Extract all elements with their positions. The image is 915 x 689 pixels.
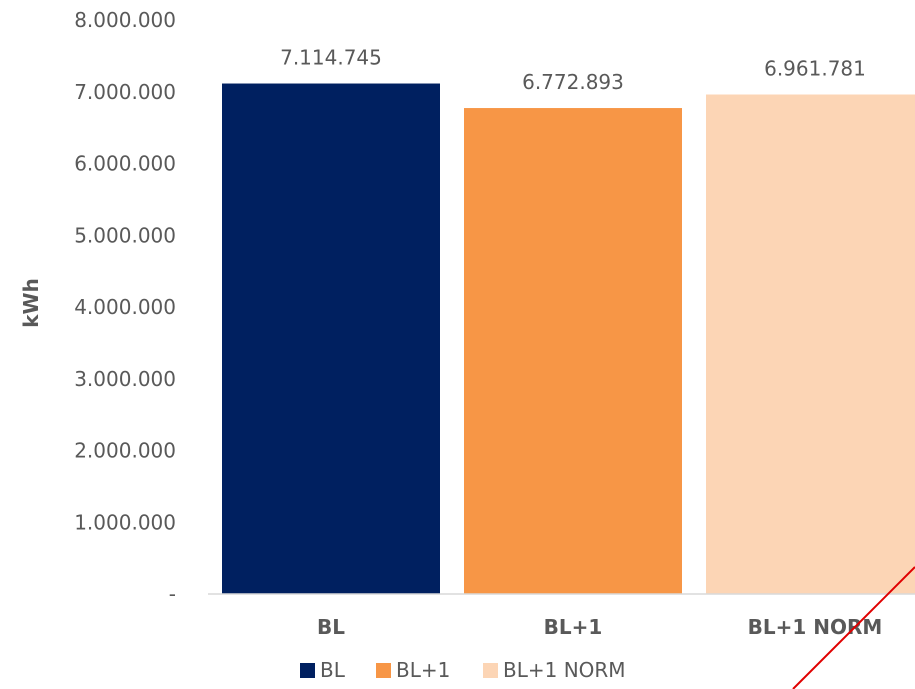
y-tick-label: 8.000.000 xyxy=(74,8,176,32)
y-axis-title: kWh xyxy=(19,278,43,328)
y-tick-label: 2.000.000 xyxy=(74,439,176,463)
y-tick-label: 1.000.000 xyxy=(74,510,176,534)
bar xyxy=(464,108,682,595)
legend-swatch xyxy=(483,663,498,678)
data-labels: 7.114.745 6.772.893 6.961.781 xyxy=(280,46,866,95)
y-tick-label: 6.000.000 xyxy=(74,152,176,176)
legend-entry: BL+1 xyxy=(396,658,450,682)
legend: BL BL+1 BL+1 NORM xyxy=(300,658,626,682)
bar-value-label: 6.772.893 xyxy=(522,70,624,94)
x-axis-categories: BL BL+1 BL+1 NORM xyxy=(317,615,882,639)
bars xyxy=(222,83,915,595)
y-tick-label: 3.000.000 xyxy=(74,367,176,391)
bar-value-label: 7.114.745 xyxy=(280,46,382,70)
red-annotation-line xyxy=(792,566,915,689)
legend-swatch xyxy=(376,663,391,678)
bar xyxy=(706,94,915,594)
y-tick-label: 4.000.000 xyxy=(74,295,176,319)
y-tick-label: 5.000.000 xyxy=(74,223,176,247)
bar xyxy=(222,83,440,595)
legend-entry: BL xyxy=(320,658,346,682)
y-tick-label: 7.000.000 xyxy=(74,80,176,104)
category-label: BL+1 NORM xyxy=(748,615,883,639)
bar-value-label: 6.961.781 xyxy=(764,56,866,80)
legend-swatch xyxy=(300,663,315,678)
category-label: BL xyxy=(317,615,345,639)
legend-entry: BL+1 NORM xyxy=(503,658,626,682)
y-axis-ticks: - 1.000.000 2.000.000 3.000.000 4.000.000 5.0… xyxy=(74,8,176,606)
y-tick-label: - xyxy=(169,582,176,606)
category-label: BL+1 xyxy=(544,615,603,639)
